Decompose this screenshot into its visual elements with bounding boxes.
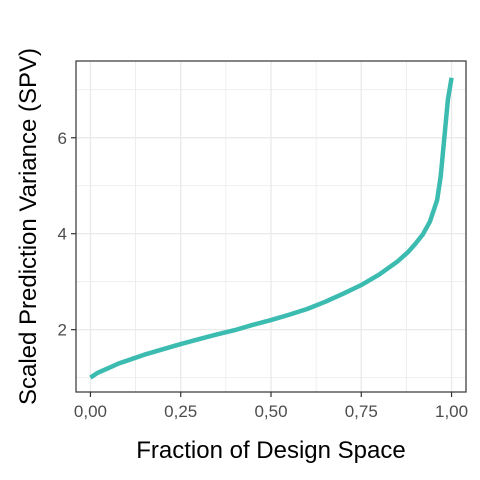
y-tick-label: 2 <box>58 321 67 340</box>
major-gridlines <box>76 61 466 392</box>
x-tick-label: 0,25 <box>164 402 197 421</box>
x-tick-label: 1,00 <box>435 402 468 421</box>
x-axis-ticks: 0,00 0,25 0,50 0,75 1,00 <box>74 392 468 421</box>
y-axis-ticks: 2 4 6 <box>58 129 76 340</box>
y-tick-label: 4 <box>58 225 67 244</box>
x-axis-title: Fraction of Design Space <box>136 437 405 464</box>
x-tick-label: 0,50 <box>254 402 287 421</box>
spv-series-line <box>89 77 454 380</box>
x-tick-label: 0,00 <box>74 402 107 421</box>
y-tick-label: 6 <box>58 129 67 148</box>
x-tick-label: 0,75 <box>345 402 378 421</box>
series-layer <box>89 77 454 380</box>
y-axis-title: Scaled Prediction Variance (SPV) <box>15 48 42 405</box>
